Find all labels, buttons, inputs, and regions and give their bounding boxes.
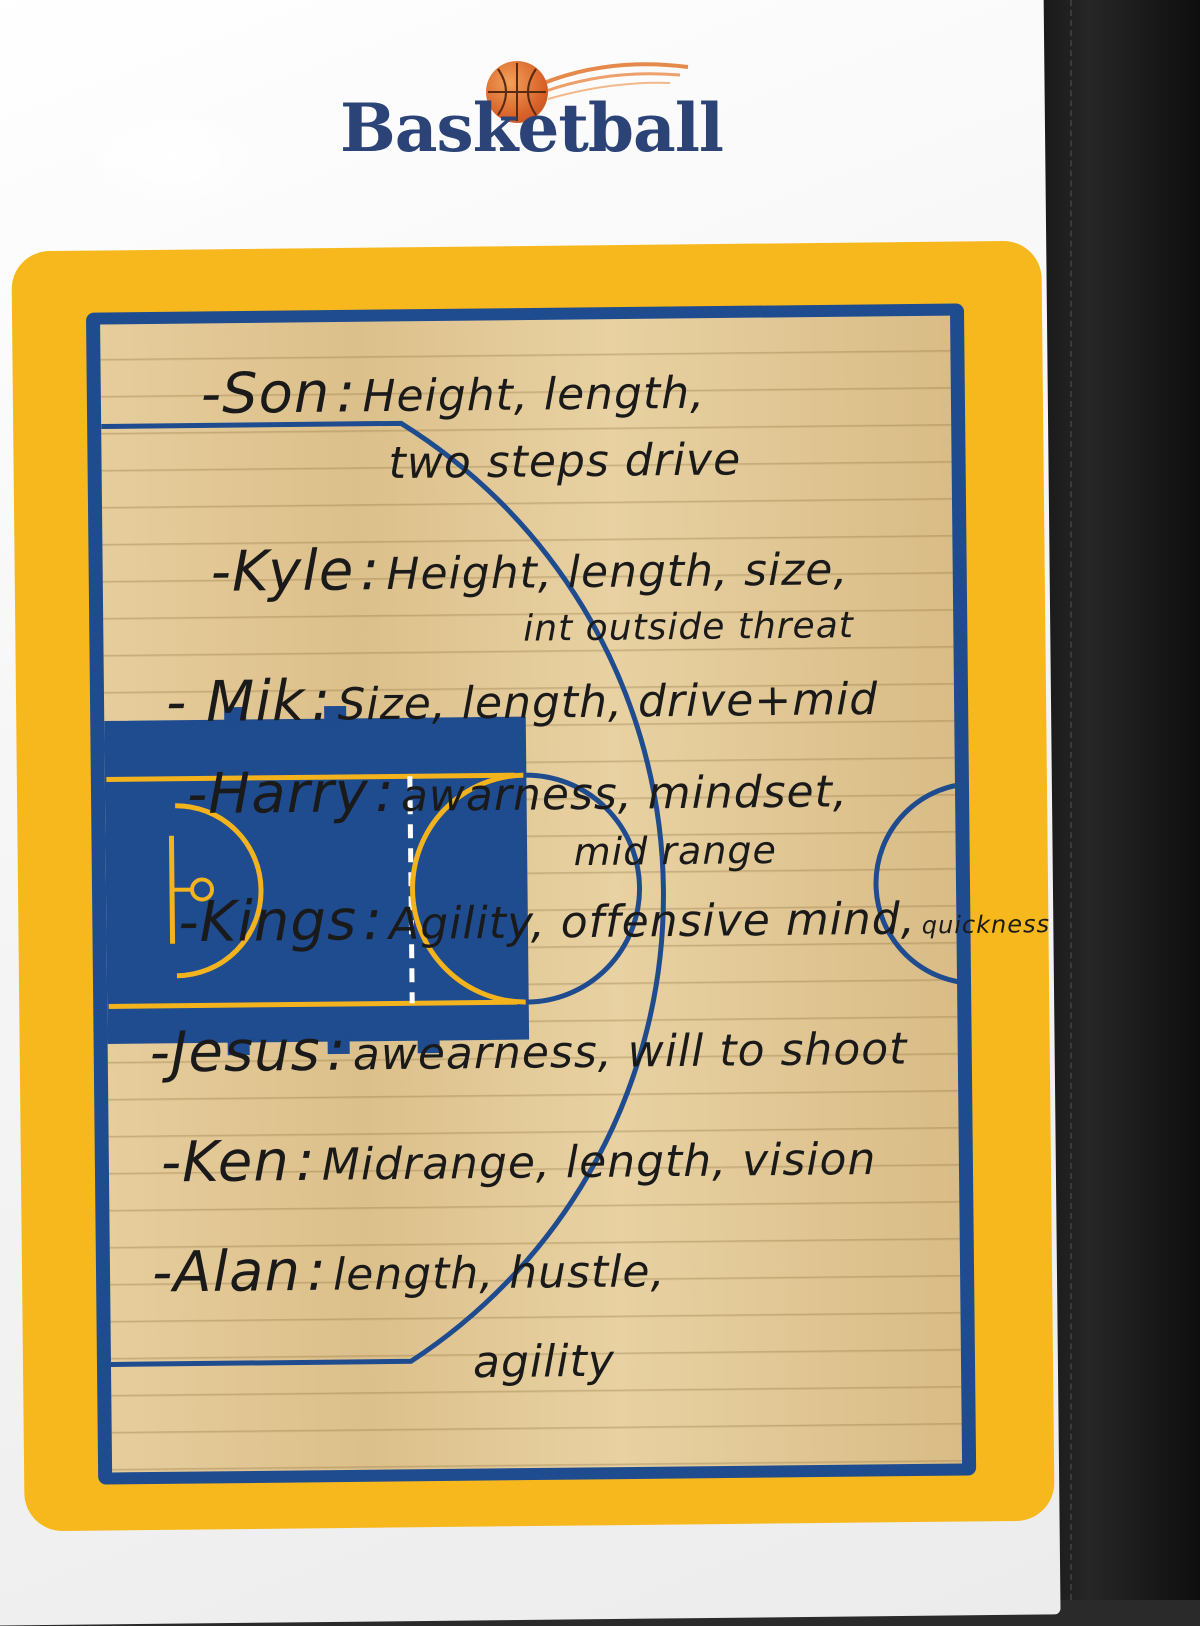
player-traits: Height, length, xyxy=(362,367,706,423)
motion-trail-icon xyxy=(540,55,690,109)
note-kyle-cont: int outside threat xyxy=(523,605,855,650)
note-alan-cont: agility xyxy=(472,1335,616,1389)
separator: : xyxy=(326,1018,348,1084)
player-name: -Alan xyxy=(151,1238,302,1306)
separator: : xyxy=(362,888,384,954)
player-name: -Kyle xyxy=(210,538,355,605)
player-name: - Mik xyxy=(165,668,306,736)
binder-stitching xyxy=(1070,0,1072,1600)
court-lines xyxy=(101,420,963,1367)
player-name: -Kings xyxy=(178,888,358,956)
player-name: -Ken xyxy=(160,1129,291,1196)
note-ken: -Ken : Midrange, length, vision xyxy=(160,1123,877,1196)
note-son: -Son : Height, length, xyxy=(200,357,705,427)
separator: : xyxy=(311,668,332,734)
separator: : xyxy=(306,1238,328,1304)
player-name: -Jesus xyxy=(149,1018,322,1086)
player-traits: Midrange, length, vision xyxy=(321,1133,877,1191)
player-traits: awearness, will to shoot xyxy=(352,1023,908,1081)
player-name: -Son xyxy=(200,360,331,427)
player-traits-extra: quickness xyxy=(921,910,1051,940)
note-son-cont: two steps drive xyxy=(388,434,742,490)
logo-title: Basketball xyxy=(340,89,724,167)
binder-cover xyxy=(1030,0,1200,1600)
separator: : xyxy=(336,360,357,426)
player-name: -Harry xyxy=(186,760,370,828)
note-mik: - Mik : Size, length, drive+mid xyxy=(165,663,879,736)
note-alan: -Alan : length, hustle, xyxy=(151,1235,666,1306)
handwritten-notes: -Son : Height, length, two steps drive -… xyxy=(11,240,1154,1532)
player-traits: Agility, offensive mind, xyxy=(388,893,916,951)
court-frame xyxy=(11,240,1055,1532)
player-traits: Height, length, size, xyxy=(386,544,849,601)
court-board xyxy=(85,303,977,1485)
note-kyle: -Kyle : Height, length, size, xyxy=(210,533,848,605)
note-harry: -Harry : awarness, mindset, xyxy=(187,755,848,827)
separator: : xyxy=(360,538,381,604)
basketball-icon xyxy=(486,61,548,123)
light-glare xyxy=(72,102,274,215)
note-jesus: -Jesus : awearness, will to shoot xyxy=(149,1013,908,1086)
wood-floor xyxy=(100,315,963,1473)
player-traits: awarness, mindset, xyxy=(400,766,849,822)
basketball-logo: Basketball xyxy=(340,45,740,185)
note-kings: -Kings : Agility, offensive mind, quickn… xyxy=(178,881,1050,955)
separator: : xyxy=(374,759,396,826)
player-traits: length, hustle, xyxy=(332,1246,666,1301)
separator: : xyxy=(295,1128,317,1195)
note-harry-cont: mid range xyxy=(573,827,778,875)
player-traits: Size, length, drive+mid xyxy=(337,673,879,731)
